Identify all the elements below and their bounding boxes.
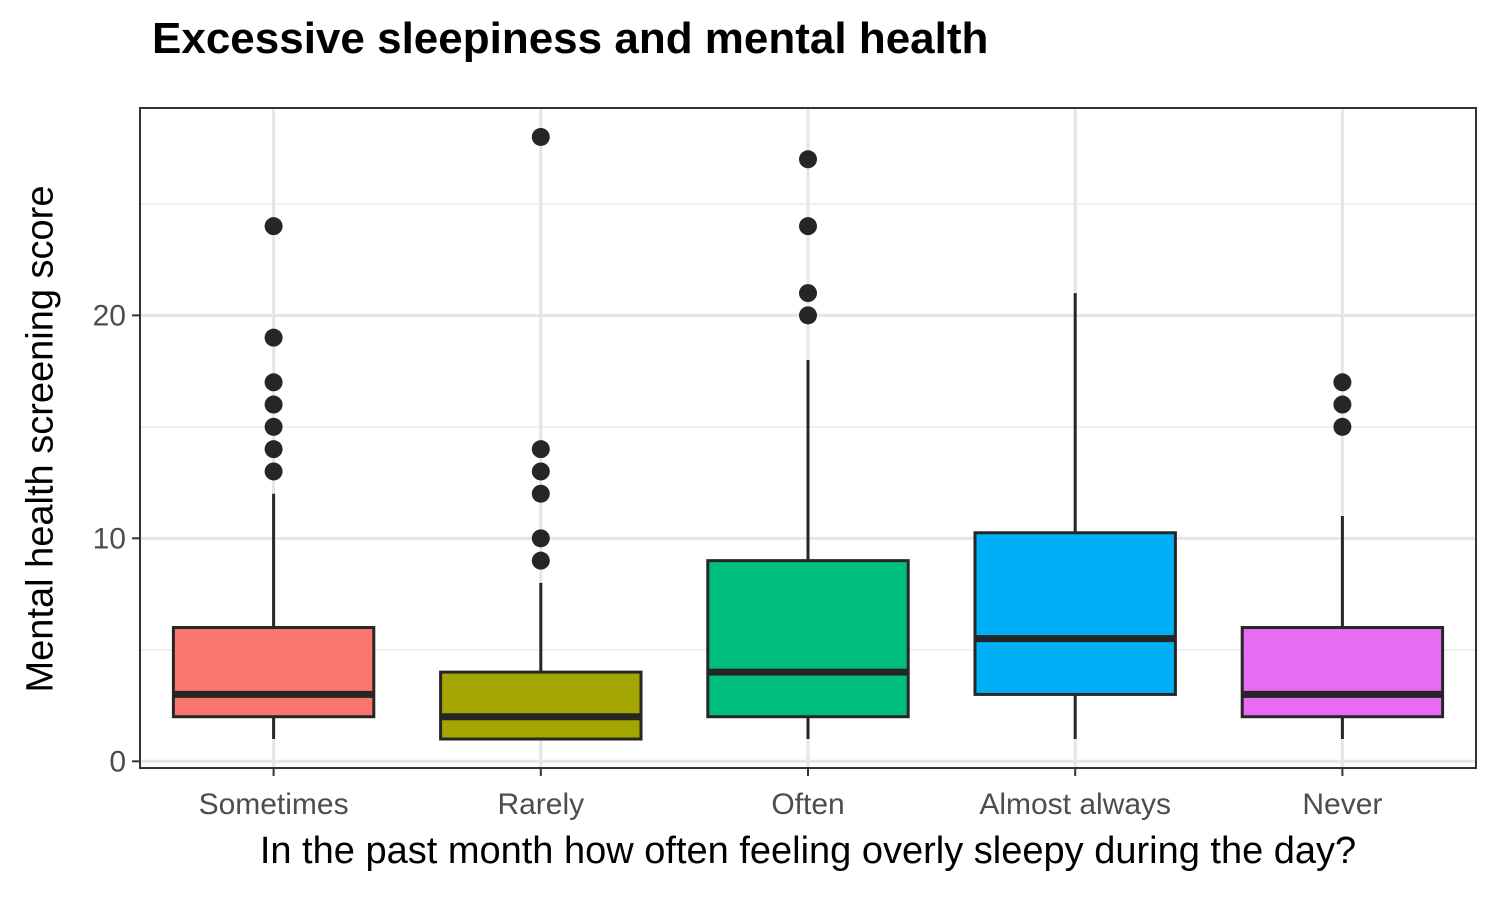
outlier-point xyxy=(799,150,817,169)
x-tick-label: Sometimes xyxy=(199,788,349,821)
box xyxy=(1240,626,1445,719)
chart-title: Excessive sleepiness and mental health xyxy=(152,14,989,63)
y-axis-title: Mental health screening score xyxy=(19,185,62,693)
outlier-point xyxy=(264,373,283,392)
box xyxy=(439,670,643,741)
box-layer xyxy=(171,127,1445,741)
outlier-point xyxy=(799,217,817,236)
outlier-point xyxy=(799,284,817,303)
y-tick-label: 0 xyxy=(109,745,126,778)
x-tick-label: Never xyxy=(1302,788,1382,821)
outlier-point xyxy=(1333,395,1352,414)
outlier-point xyxy=(264,395,283,414)
outlier-point xyxy=(1333,373,1352,392)
x-axis-title: In the past month how often feeling over… xyxy=(259,830,1357,872)
outlier-point xyxy=(531,529,550,548)
box xyxy=(973,531,1177,696)
outlier-point xyxy=(264,440,283,459)
x-tick-label: Almost always xyxy=(979,788,1171,821)
outlier-point xyxy=(531,551,550,570)
outlier-point xyxy=(531,440,550,459)
outlier-point xyxy=(531,127,550,146)
y-tick-label: 20 xyxy=(93,299,126,332)
box-group-never xyxy=(1240,373,1445,740)
outlier-point xyxy=(264,417,283,436)
outlier-point xyxy=(264,328,283,347)
x-tick-label: Often xyxy=(771,788,844,821)
outlier-point xyxy=(264,217,283,236)
box-group-rarely xyxy=(439,127,643,741)
y-tick-label: 10 xyxy=(93,522,126,555)
outlier-point xyxy=(264,462,283,481)
box-group-often xyxy=(706,150,910,740)
axis-layer: 0 10 20 Sometimes Rarely Often Almost always Ne… xyxy=(93,299,1383,821)
box-group-sometimes xyxy=(171,217,376,740)
outlier-point xyxy=(531,462,550,481)
box-group-almost-always xyxy=(973,293,1177,740)
box xyxy=(171,626,376,719)
x-tick-label: Rarely xyxy=(497,788,584,821)
box xyxy=(706,559,910,719)
outlier-point xyxy=(531,484,550,503)
outlier-point xyxy=(799,306,817,325)
outlier-point xyxy=(1333,417,1352,436)
